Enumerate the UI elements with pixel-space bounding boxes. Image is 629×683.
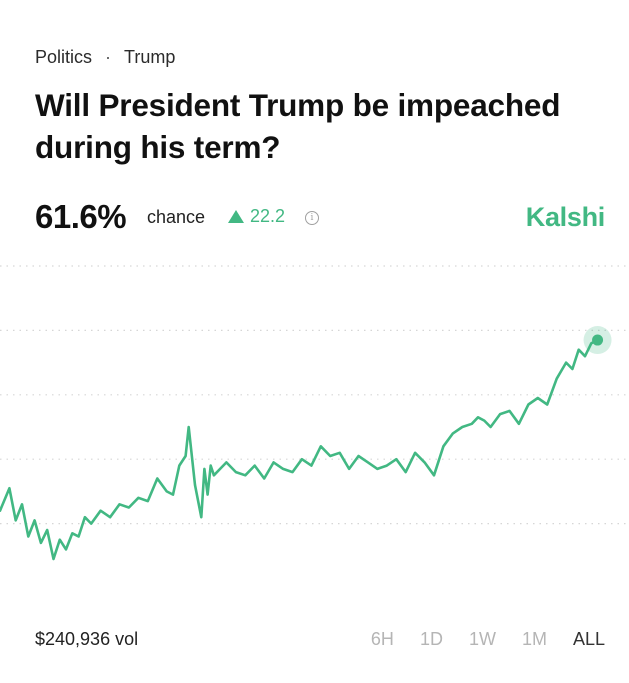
breadcrumb-category[interactable]: Politics	[35, 47, 93, 67]
chart-line	[0, 338, 599, 561]
triangle-up-icon	[228, 210, 244, 223]
probability-value: 61.6%	[35, 198, 127, 235]
range-all[interactable]: ALL	[572, 629, 605, 649]
info-icon[interactable]: i	[305, 211, 319, 225]
chart-end-point	[592, 334, 604, 346]
chart-grid	[0, 265, 629, 525]
market-stats: 61.6% chance 22.2 i Kalshi	[35, 196, 605, 240]
range-1m[interactable]: 1M	[521, 629, 547, 649]
chance-label: chance	[147, 207, 206, 227]
range-1d[interactable]: 1D	[419, 629, 443, 649]
breadcrumb-separator: ·	[105, 47, 112, 67]
breadcrumb: Politics · Trump	[35, 47, 175, 68]
change-indicator: 22.2	[228, 206, 285, 227]
range-1w[interactable]: 1W	[468, 629, 496, 649]
range-6h[interactable]: 6H	[370, 629, 394, 649]
market-title: Will President Trump be impeached during…	[35, 87, 561, 165]
chart-footer: $240,936 vol 6H 1D 1W 1M ALL	[35, 629, 605, 653]
breadcrumb-subcategory[interactable]: Trump	[124, 47, 176, 67]
kalshi-logo[interactable]: Kalshi	[525, 202, 606, 232]
change-value: 22.2	[250, 206, 286, 226]
range-selector: 6H 1D 1W 1M ALL	[345, 629, 605, 650]
volume-label: $240,936 vol	[35, 629, 139, 649]
price-chart[interactable]	[0, 248, 629, 608]
